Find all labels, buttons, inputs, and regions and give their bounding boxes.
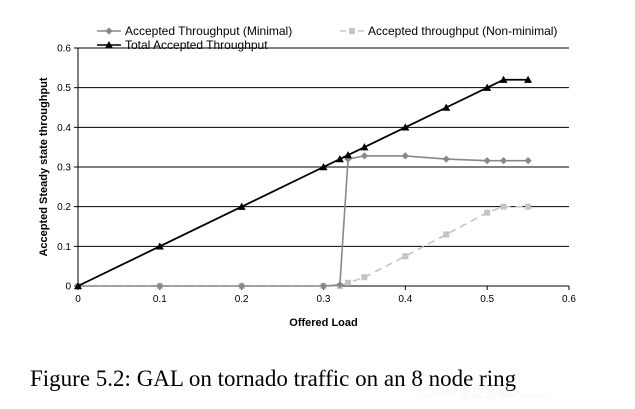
series-2-point-1 <box>155 242 164 250</box>
legend-marker-0 <box>105 27 113 35</box>
y-tick-label-4: 0.4 <box>57 123 71 134</box>
series-2-point-10 <box>499 75 508 83</box>
series-1-point-7 <box>402 253 409 260</box>
series-2-point-5 <box>344 151 353 159</box>
legend-label-2: Total Accepted Throughput <box>125 38 268 52</box>
gridlines <box>78 47 569 247</box>
series-2-point-11 <box>524 75 533 83</box>
series-0-point-2 <box>238 282 246 290</box>
legend-item-2: Total Accepted Throughput <box>97 38 268 52</box>
figure-caption: Figure 5.2: GAL on tornado traffic on an… <box>30 366 517 391</box>
series-0 <box>74 152 532 290</box>
series-0-point-1 <box>156 282 164 290</box>
series-1-point-11 <box>525 203 532 210</box>
series-2-point-3 <box>319 163 328 171</box>
series-2-point-8 <box>442 103 451 111</box>
series-2-point-7 <box>401 123 410 131</box>
y-tick-labels: 0 0.1 0.2 0.3 0.4 0.5 0.6 <box>57 44 71 293</box>
legend-marker-1 <box>349 28 355 34</box>
series-1-point-10 <box>500 203 507 210</box>
series-2-point-0 <box>74 282 82 290</box>
x-tick-label-0: 0 <box>75 294 81 305</box>
legend-item-0: Accepted Throughput (Minimal) <box>97 24 292 38</box>
series-0-point-8 <box>442 155 450 163</box>
series-0-point-3 <box>319 282 328 290</box>
x-axis-label: Offered Load <box>289 317 357 329</box>
legend: Accepted Throughput (Minimal) Accepted th… <box>97 24 557 52</box>
series-2-point-2 <box>237 202 246 210</box>
chart: 0 0.1 0.2 0.3 0.4 0.5 0.6 00.10.20.30.40.50.6 … <box>38 24 576 329</box>
series-0-line <box>78 155 529 287</box>
series-1-point-5 <box>345 279 352 286</box>
series-2-point-9 <box>483 83 492 91</box>
y-tick-label-2: 0.2 <box>57 202 71 213</box>
y-tick-label-3: 0.3 <box>57 163 71 174</box>
series-2-point-4 <box>335 155 344 163</box>
series-1-point-8 <box>443 231 450 238</box>
x-tick-label-5: 0.5 <box>480 294 494 305</box>
legend-label-0: Accepted Throughput (Minimal) <box>125 24 292 38</box>
series-2-line <box>77 78 529 287</box>
y-axis-label: Accepted Steady state throughput <box>38 77 50 256</box>
y-tick-label-1: 0.1 <box>57 242 71 253</box>
x-tick-label-1: 0.1 <box>153 294 167 305</box>
series-0-point-10 <box>499 157 508 165</box>
series-0-point-11 <box>524 157 532 165</box>
y-tick-label-5: 0.5 <box>57 83 71 94</box>
series-2-point-6 <box>360 143 369 151</box>
series-0-point-7 <box>401 152 409 160</box>
legend-marker-2 <box>105 41 113 49</box>
series-0-point-4 <box>336 281 344 289</box>
series-0-point-9 <box>483 157 491 165</box>
x-tick-labels: 0 0.1 0.2 0.3 0.4 0.5 0.6 <box>75 294 576 305</box>
y-tick-label-0: 0 <box>65 282 71 293</box>
series-1-point-9 <box>484 209 491 216</box>
series-0-point-6 <box>360 152 369 160</box>
series-1-point-6 <box>361 274 368 281</box>
x-tick-label-2: 0.2 <box>235 294 249 305</box>
watermark: CSDN @正在输入...... <box>418 386 549 401</box>
x-tick-label-4: 0.4 <box>398 294 412 305</box>
y-tick-label-6: 0.6 <box>57 44 71 55</box>
series-group <box>74 75 533 290</box>
x-tick-label-3: 0.3 <box>317 294 331 305</box>
series-2 <box>74 75 533 290</box>
x-tick-label-6: 0.6 <box>562 294 576 305</box>
legend-label-1: Accepted throughput (Non-minimal) <box>368 24 557 38</box>
legend-item-1: Accepted throughput (Non-minimal) <box>340 24 557 38</box>
